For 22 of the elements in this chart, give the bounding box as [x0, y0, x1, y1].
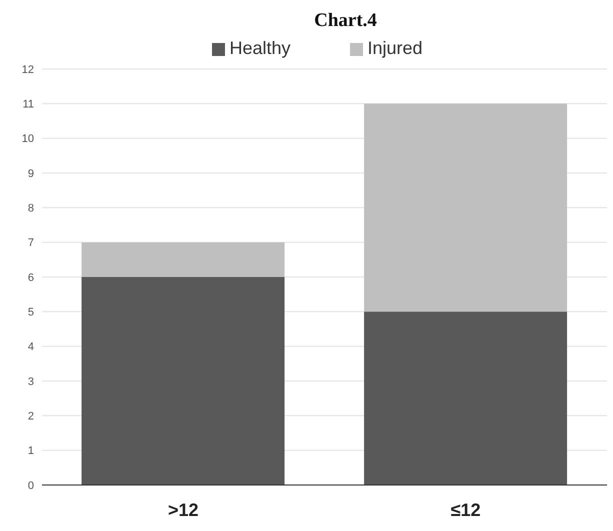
x-tick-label: ≤12 — [450, 500, 481, 520]
y-tick-label: 0 — [28, 480, 34, 492]
bar — [364, 104, 568, 312]
y-tick-label: 10 — [22, 133, 34, 146]
y-tick-label: 8 — [28, 202, 34, 215]
legend-label: Healthy — [229, 38, 290, 58]
y-tick-label: 9 — [28, 168, 34, 180]
y-tick-label: 12 — [22, 64, 34, 76]
x-tick-label: >12 — [168, 500, 199, 520]
y-tick-label: 1 — [28, 445, 34, 458]
y-tick-label: 2 — [28, 410, 34, 423]
y-tick-label: 3 — [28, 376, 34, 388]
bar — [364, 312, 568, 485]
chart-title: Chart.4 — [313, 9, 378, 33]
bar — [82, 277, 285, 485]
legend-label: Injured — [367, 38, 423, 58]
y-tick-label: 4 — [28, 341, 34, 354]
y-tick-label: 5 — [28, 306, 34, 319]
y-tick-label: 11 — [22, 98, 34, 111]
y-tick-label: 6 — [28, 272, 34, 284]
y-tick-label: 7 — [28, 237, 34, 250]
bar — [82, 242, 285, 277]
